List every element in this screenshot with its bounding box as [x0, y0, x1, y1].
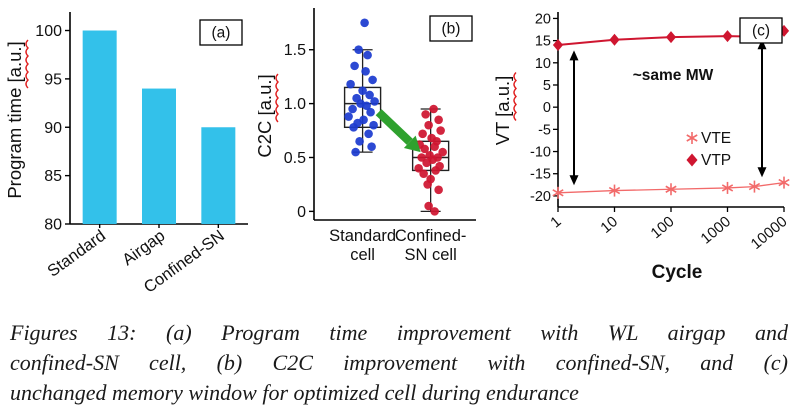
svg-text:1.0: 1.0 — [284, 96, 306, 113]
svg-text:-15: -15 — [530, 167, 551, 183]
svg-text:C2C [a.u.]: C2C [a.u.] — [258, 74, 275, 157]
svg-text:Standard: Standard — [329, 227, 396, 245]
caption-line-2: confined-SN cell, (b) C2C improvement wi… — [10, 350, 788, 375]
svg-text:10: 10 — [535, 56, 551, 72]
svg-text:VT [a.u.]: VT [a.u.] — [494, 76, 513, 146]
svg-text:20: 20 — [535, 11, 551, 27]
figure-panels: 80 85 90 95 100 Standard Airgap Confined-SN Prog… — [4, 8, 791, 297]
svg-text:80: 80 — [44, 217, 62, 234]
svg-text:1: 1 — [547, 213, 564, 231]
svg-text:SN cell: SN cell — [405, 246, 457, 264]
svg-text:0: 0 — [297, 204, 306, 221]
svg-text:Airgap: Airgap — [119, 227, 168, 270]
svg-text:-20: -20 — [530, 189, 551, 205]
caption-line-1: Figures 13: (a) Program time improvement… — [10, 320, 788, 345]
svg-text:5: 5 — [543, 78, 551, 94]
svg-text:Confined-: Confined- — [395, 227, 467, 245]
svg-text:~same MW: ~same MW — [633, 67, 714, 84]
svg-text:VTE: VTE — [701, 130, 731, 147]
svg-text:95: 95 — [44, 71, 62, 88]
svg-text:100: 100 — [647, 213, 677, 242]
svg-text:Cycle: Cycle — [652, 262, 703, 283]
svg-text:1.5: 1.5 — [284, 42, 306, 59]
svg-text:Standard: Standard — [44, 227, 109, 281]
svg-text:10: 10 — [597, 213, 621, 237]
svg-text:90: 90 — [44, 120, 62, 137]
svg-text:10000: 10000 — [748, 213, 791, 253]
svg-text:(a): (a) — [212, 25, 231, 42]
svg-text:cell: cell — [350, 246, 375, 264]
svg-text:(b): (b) — [442, 21, 461, 38]
svg-text:VTP: VTP — [701, 152, 731, 169]
caption-line-3: unchanged memory window for optimized ce… — [10, 380, 579, 405]
svg-text:100: 100 — [35, 23, 62, 40]
svg-text:0.5: 0.5 — [284, 150, 306, 167]
svg-text:0: 0 — [543, 100, 551, 116]
figure-caption: Figures 13: (a) Program time improvement… — [0, 304, 800, 408]
panel-c-line-chart: -20 -15 -10 -5 0 5 10 15 20 1 10 100 1000 10000 VTE VTP… — [494, 11, 791, 283]
svg-text:Program time [a.u.]: Program time [a.u.] — [4, 41, 25, 198]
svg-text:-5: -5 — [538, 122, 551, 138]
svg-text:1000: 1000 — [698, 213, 734, 247]
svg-text:(c): (c) — [752, 23, 770, 40]
svg-text:85: 85 — [44, 168, 62, 185]
svg-text:-10: -10 — [530, 145, 551, 161]
svg-text:15: 15 — [535, 34, 551, 50]
